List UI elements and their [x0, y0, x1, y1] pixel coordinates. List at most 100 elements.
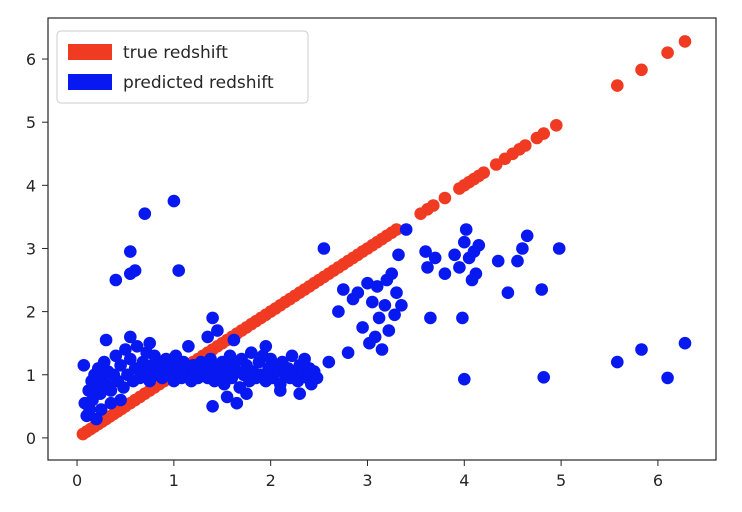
predicted-redshift-point: [220, 390, 234, 404]
predicted-redshift-point: [459, 223, 473, 236]
predicted-redshift-point: [375, 343, 389, 356]
x-tick-label: 6: [653, 471, 663, 490]
predicted-redshift-point: [109, 273, 123, 287]
predicted-redshift-point: [535, 283, 548, 296]
predicted-redshift-point: [274, 384, 287, 397]
predicted-redshift-point: [119, 343, 132, 356]
predicted-redshift-point: [378, 299, 392, 312]
predicted-redshift-point: [611, 355, 624, 369]
x-axis: 0 1 2 3 4 5 6: [72, 460, 663, 490]
predicted-redshift-point: [438, 267, 452, 281]
plot-frame: [47, 17, 717, 461]
predicted-redshift-point: [390, 286, 403, 300]
predicted-redshift-point: [341, 346, 355, 360]
predicted-redshift-point: [117, 381, 130, 394]
predicted-redshift-point: [114, 393, 127, 407]
predicted-redshift-point: [332, 305, 345, 318]
predicted-redshift-point: [206, 311, 219, 325]
predicted-redshift-point: [172, 264, 185, 277]
true-redshift-point: [537, 127, 550, 140]
predicted-redshift-point: [259, 340, 273, 353]
x-tick-label: 5: [556, 471, 566, 490]
predicted-redshift-point: [511, 254, 524, 268]
true-redshift-point: [438, 191, 452, 205]
predicted-redshift-point: [428, 251, 442, 265]
x-tick-label: 2: [266, 471, 276, 490]
predicted-redshift-point: [201, 330, 214, 344]
x-tick-label: 4: [459, 471, 469, 490]
predicted-redshift-point: [240, 387, 253, 401]
legend-label-predicted: predicted redshift: [123, 73, 274, 93]
true-redshift-point: [635, 63, 648, 77]
predicted-redshift-point: [94, 403, 108, 416]
predicted-redshift-point: [395, 299, 408, 312]
x-tick-label: 0: [72, 471, 82, 490]
true-redshift-point: [550, 119, 563, 132]
predicted-redshift-point: [77, 359, 91, 372]
predicted-redshift-point: [143, 336, 156, 350]
predicted-redshift-point: [635, 343, 648, 356]
predicted-redshift-point: [372, 311, 386, 325]
predicted-redshift-point: [322, 355, 336, 369]
predicted-redshift-point: [298, 352, 311, 366]
y-tick-label: 0: [26, 429, 36, 448]
predicted-redshift-point: [361, 276, 374, 290]
y-tick-label: 3: [26, 239, 36, 258]
predicted-redshift-point: [90, 412, 103, 426]
predicted-redshift-point: [385, 267, 399, 281]
predicted-redshift-point: [537, 371, 550, 384]
predicted-redshift-point: [182, 340, 195, 353]
predicted-redshift-point: [458, 372, 471, 386]
predicted-redshift-point: [370, 280, 384, 293]
x-tick-label: 3: [362, 471, 372, 490]
predicted-redshift-point: [368, 330, 382, 344]
true-redshift-point: [661, 46, 674, 59]
true-redshift-point: [678, 35, 692, 48]
predicted-redshift-point: [661, 371, 674, 385]
y-tick-label: 2: [26, 303, 36, 322]
predicted-redshift-point: [124, 330, 137, 344]
predicted-redshift-point: [552, 242, 566, 255]
y-tick-label: 6: [26, 50, 36, 69]
legend-swatch-true: [68, 44, 112, 60]
y-axis: 0 1 2 3 4 5 6: [26, 50, 48, 448]
legend: true redshift predicted redshift: [56, 30, 309, 104]
predicted-redshift-point: [206, 400, 219, 413]
predicted-redshift-point: [472, 239, 486, 252]
y-tick-label: 4: [26, 176, 36, 195]
predicted-redshift-point: [104, 384, 118, 397]
predicted-redshift-point: [337, 283, 350, 296]
legend-label-true: true redshift: [123, 43, 228, 63]
predicted-redshift-point: [421, 261, 434, 274]
predicted-redshift-point: [227, 333, 241, 347]
predicted-redshift-point: [310, 371, 324, 385]
predicted-redshift-point: [469, 267, 483, 281]
predicted-redshift-point: [128, 264, 142, 277]
predicted-redshift-point: [104, 396, 118, 410]
predicted-redshift-point: [419, 245, 432, 258]
predicted-redshift-point: [516, 242, 529, 255]
predicted-redshift-point: [94, 387, 107, 401]
predicted-redshift-point: [388, 308, 401, 322]
predicted-redshift-point: [124, 245, 137, 258]
legend-swatch-predicted: [68, 74, 112, 90]
predicted-redshift-point: [366, 295, 379, 309]
x-tick-label: 1: [169, 471, 179, 490]
predicted-redshift-point: [130, 340, 144, 353]
predicted-redshift-point: [293, 387, 307, 401]
y-tick-label: 1: [26, 366, 36, 385]
predicted-redshift-point: [501, 286, 515, 300]
true-redshift-point: [519, 139, 532, 152]
predicted-redshift-point: [124, 352, 137, 366]
predicted-redshift-point: [245, 346, 258, 360]
predicted-redshift-point: [351, 286, 365, 300]
predicted-redshift-point: [230, 396, 244, 410]
predicted-redshift-point: [97, 355, 111, 369]
true-redshift-point: [427, 199, 440, 212]
predicted-redshift-point: [678, 336, 692, 350]
predicted-redshift-point: [392, 248, 405, 262]
y-tick-label: 5: [26, 113, 36, 132]
legend-frame: [56, 30, 309, 104]
true-redshift-point: [477, 166, 491, 179]
predicted-redshift-series: [77, 194, 692, 426]
